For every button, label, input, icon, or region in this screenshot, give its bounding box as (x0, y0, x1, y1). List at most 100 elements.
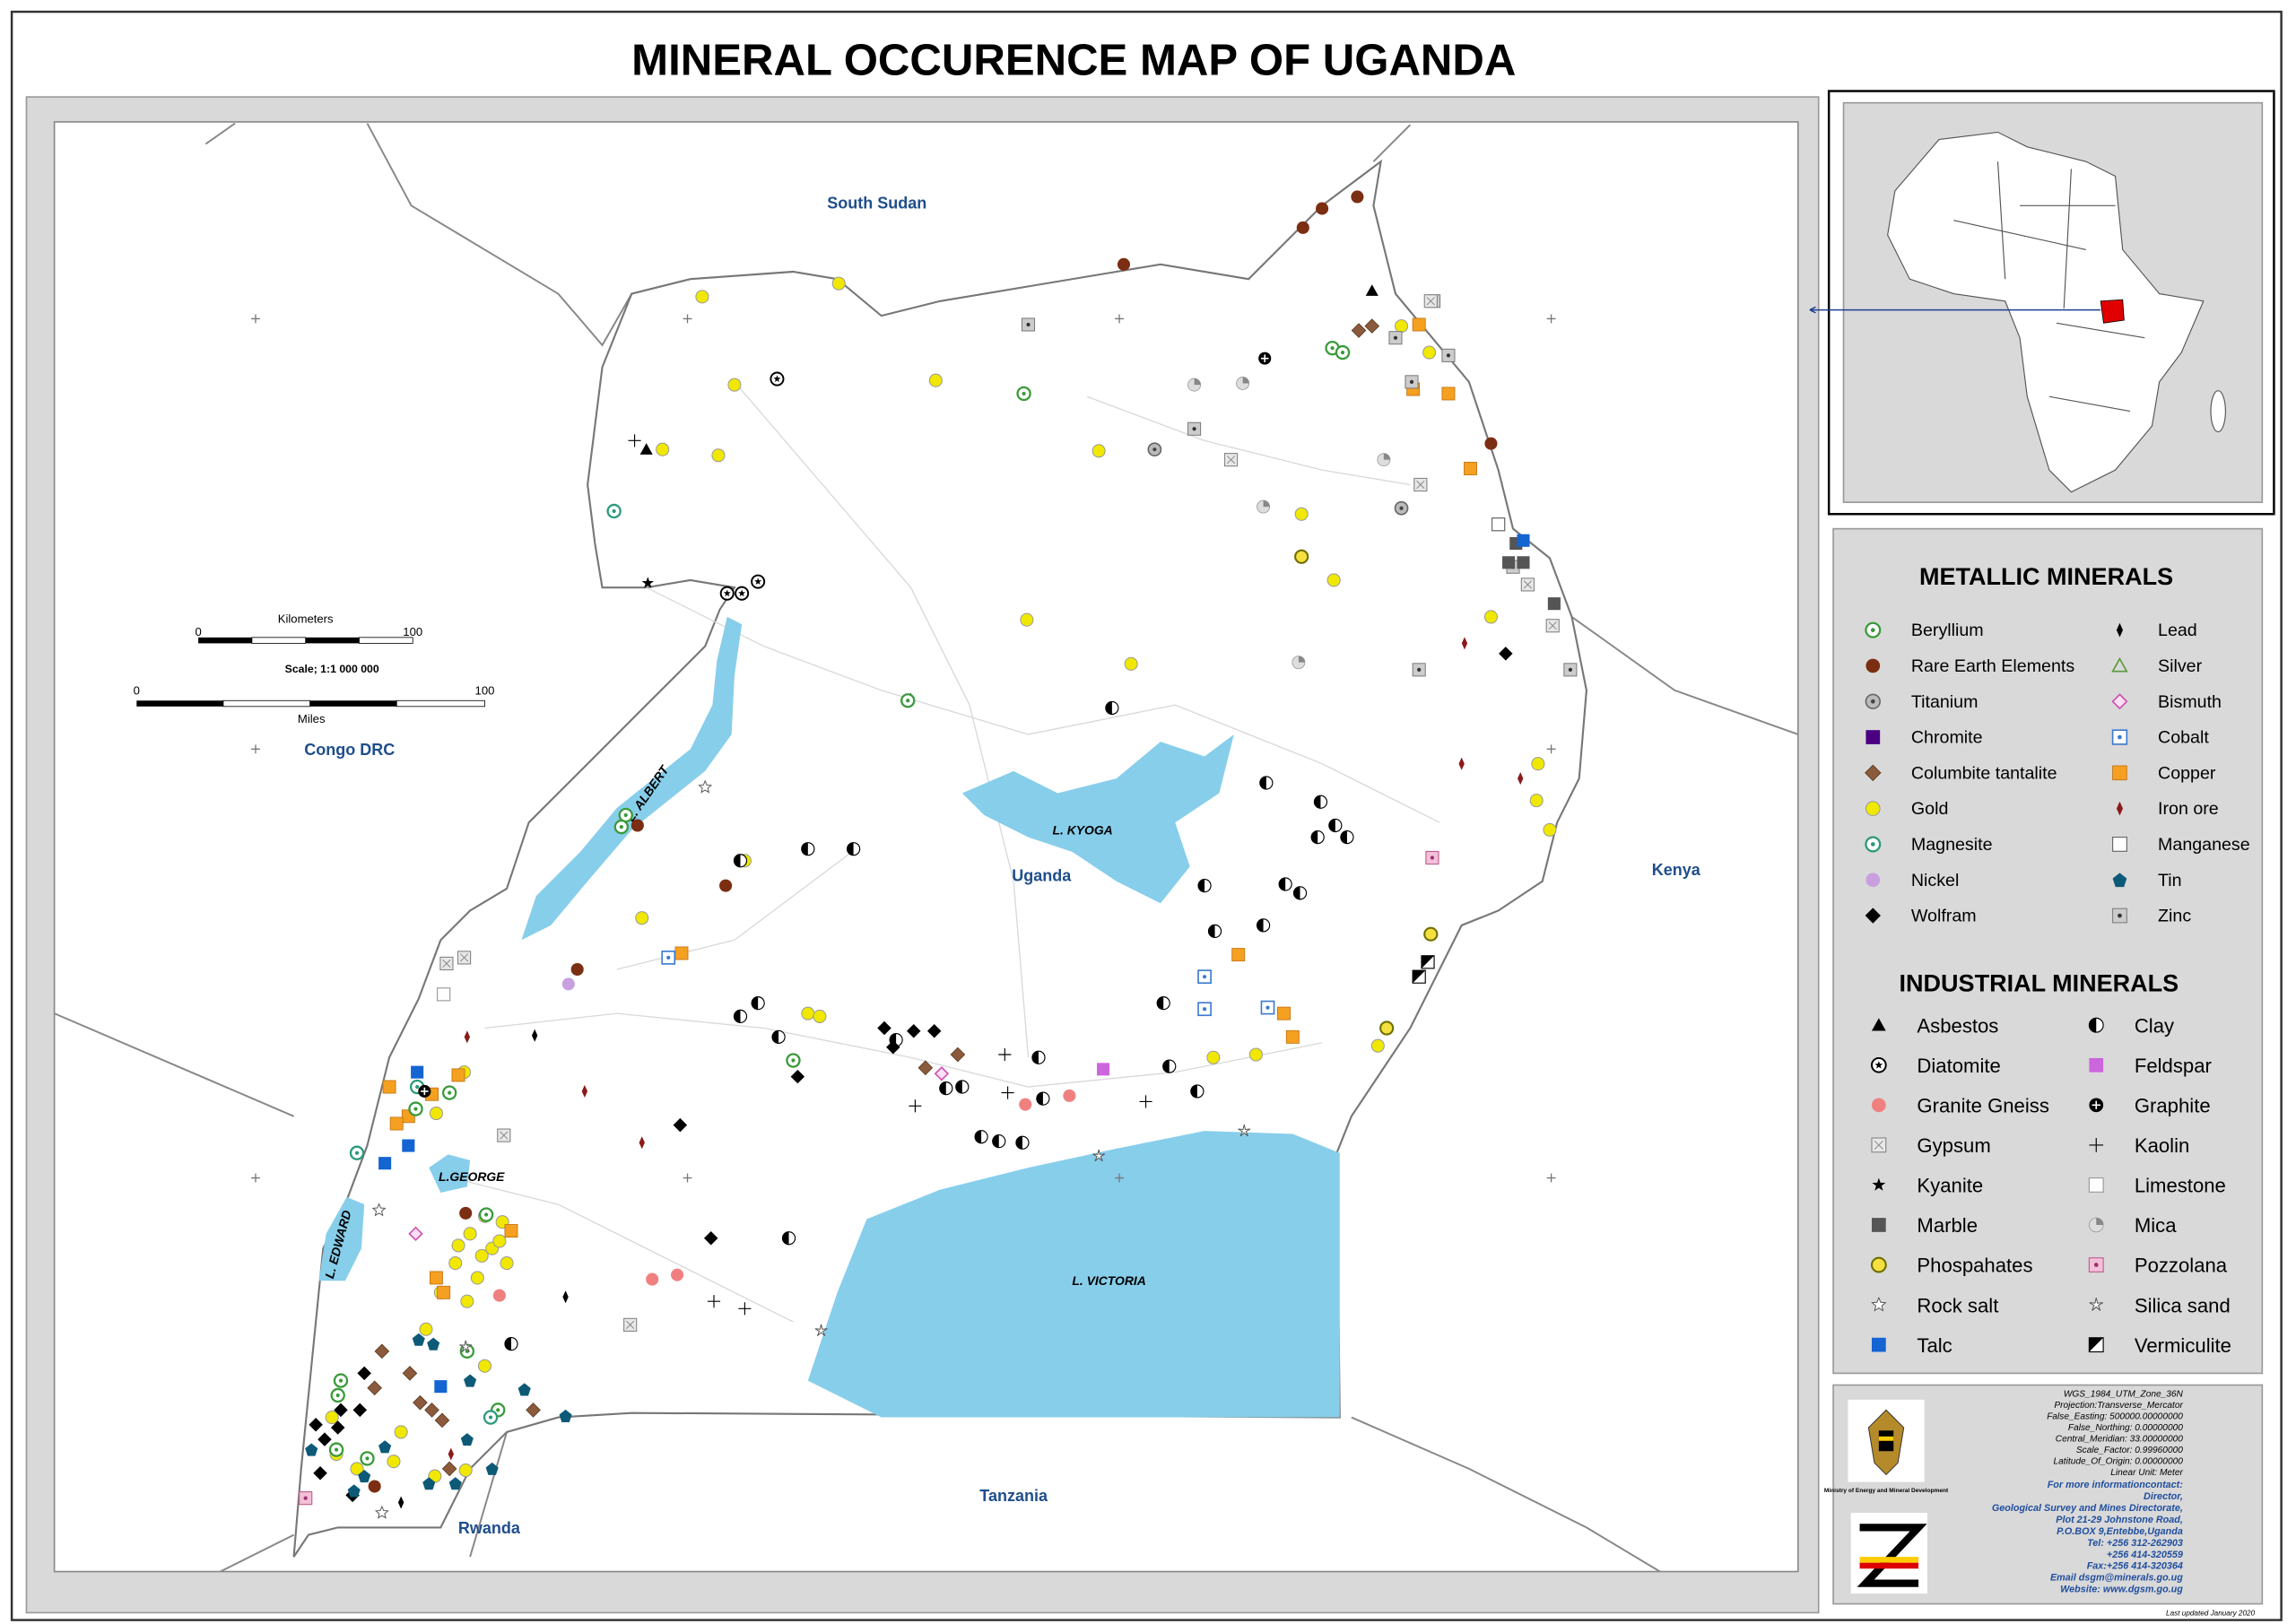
graticule (251, 314, 1556, 1183)
symbol (2112, 873, 2127, 888)
symbol (532, 1029, 538, 1042)
legend-heading: METALLIC MINERALS (1919, 563, 2173, 590)
symbol (646, 1272, 659, 1286)
symbol (387, 1455, 401, 1469)
symbol (477, 1359, 492, 1373)
symbol-dot (1026, 322, 1031, 327)
scale-km-label: Kilometers (278, 612, 334, 625)
legend-label: Silica sand (2135, 1294, 2231, 1316)
symbol-dot (1409, 379, 1414, 384)
symbol (1238, 1125, 1251, 1137)
symbol-half (1105, 701, 1112, 715)
symbol-dot (415, 1084, 420, 1090)
legend-label: Zinc (2158, 907, 2191, 926)
symbol (382, 1080, 396, 1094)
symbol-half (955, 1080, 962, 1094)
contact-line: Email dsgm@minerals.go.ug (2050, 1573, 2183, 1584)
country-label: Rwanda (458, 1519, 521, 1537)
symbol-half (1257, 918, 1264, 932)
symbol-dot (1870, 628, 1875, 633)
scale-mile-label: Miles (298, 712, 326, 725)
symbol (1139, 1095, 1152, 1108)
symbol-dot (666, 955, 671, 960)
symbol (1364, 318, 1380, 334)
symbol (500, 1256, 514, 1271)
symbol-half (1279, 877, 1286, 891)
symbol-cross (1260, 354, 1269, 362)
symbol-half (1157, 996, 1164, 1010)
symbol (918, 1060, 934, 1076)
symbol-dot (791, 1058, 796, 1063)
symbol (397, 1496, 404, 1509)
symbol (707, 1295, 721, 1308)
legend-label: Cobalt (2158, 728, 2209, 748)
legend-label: Limestone (2135, 1175, 2226, 1197)
legend-label: Copper (2158, 763, 2216, 783)
symbol (419, 1322, 433, 1336)
symbol (635, 911, 649, 925)
contact-line: For more informationcontact: (2048, 1480, 2184, 1490)
symbol-half (1015, 1136, 1022, 1150)
symbol (517, 1383, 531, 1396)
lake-kyoga (961, 734, 1234, 904)
legend-label: Graphite (2135, 1095, 2211, 1117)
symbol (347, 1484, 361, 1498)
symbol (394, 1425, 408, 1439)
legend-label: Rock salt (1917, 1294, 1998, 1316)
legend-label: Diatomite (1917, 1055, 2000, 1077)
symbol (738, 1302, 752, 1316)
symbol-cross (421, 1087, 429, 1096)
contact-line: Director, (2144, 1491, 2183, 1502)
symbol (1294, 549, 1309, 564)
symbol-dot (1446, 353, 1451, 358)
country-label: Congo DRC (304, 741, 395, 759)
symbol-dot (1340, 350, 1345, 355)
symbol (1865, 801, 1881, 817)
symbol (628, 434, 641, 447)
symbol (1423, 926, 1439, 942)
symbol-cross (1548, 621, 1557, 630)
symbol (305, 1443, 318, 1456)
symbol (1866, 658, 1881, 673)
symbol (1531, 757, 1545, 771)
symbol (656, 442, 670, 456)
legend-label: Granite Gneiss (1917, 1095, 2048, 1117)
symbol-half (939, 1081, 946, 1095)
symbol-half (1036, 1092, 1043, 1106)
symbol (2116, 622, 2123, 638)
inset-pointer (1809, 306, 2101, 314)
scale-bar: Kilometers 0 100 Scale; 1:1 000 000 0 10… (134, 612, 495, 725)
symbol (367, 1380, 382, 1396)
map-title: MINERAL OCCURENCE MAP OF UGANDA (631, 37, 1516, 85)
legend-label: Gypsum (1917, 1134, 1990, 1157)
symbol (1529, 794, 1544, 808)
symbol-half (2089, 1018, 2097, 1033)
symbol-dot (906, 699, 910, 703)
symbol (429, 1271, 443, 1285)
symbol-dot (496, 1408, 500, 1412)
symbol (1874, 1061, 1883, 1069)
symbol (368, 1480, 381, 1493)
symbol (581, 1084, 588, 1098)
symbol-dot (484, 1212, 489, 1217)
symbol (1492, 517, 1506, 532)
symbol-dot (619, 825, 623, 829)
symbol-dot (1393, 335, 1398, 340)
symbol-dot (338, 1378, 344, 1383)
symbol (378, 1157, 392, 1170)
projection-line: WGS_1984_UTM_Zone_36N (2064, 1390, 2184, 1400)
legend-label: Kyanite (1917, 1175, 1983, 1197)
symbol (1285, 1029, 1300, 1044)
symbol (437, 987, 451, 1002)
symbol (441, 1461, 457, 1477)
symbol (1001, 1086, 1014, 1099)
country-label: South Sudan (827, 195, 926, 213)
symbol (2112, 765, 2127, 781)
symbol (1441, 386, 1456, 401)
symbol (448, 1477, 462, 1490)
legend-box (1832, 527, 2264, 1375)
symbol (1871, 1098, 1886, 1113)
symbol (1871, 1018, 1886, 1031)
lake-victoria (807, 1131, 1340, 1418)
symbol (928, 373, 943, 387)
